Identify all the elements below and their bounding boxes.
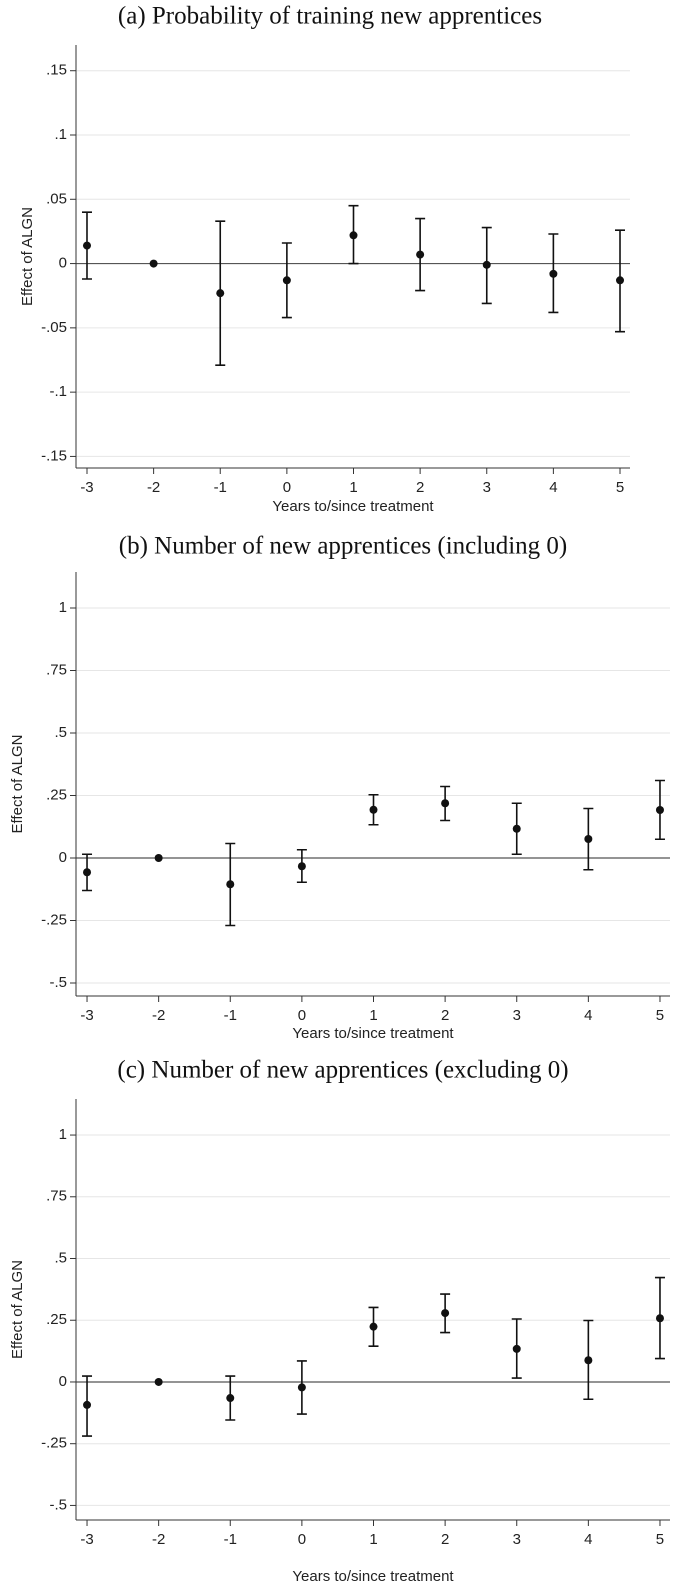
y-tick-label: .75 xyxy=(46,1188,67,1205)
point xyxy=(83,868,92,877)
x-tick-label: 5 xyxy=(616,479,624,496)
point xyxy=(297,1383,306,1392)
x-tick-label: 0 xyxy=(298,1007,306,1024)
point xyxy=(655,806,664,814)
point xyxy=(349,231,358,240)
x-tick-label: -1 xyxy=(224,1007,237,1024)
x-axis-label: Years to/since treatment xyxy=(292,1025,454,1042)
chart-title: (b) Number of new apprentices (including… xyxy=(119,533,567,560)
point xyxy=(149,259,158,268)
y-tick-label: 1 xyxy=(59,599,67,616)
y-tick-label: .15 xyxy=(46,62,67,79)
point xyxy=(226,1394,235,1403)
x-tick-label: 4 xyxy=(549,479,557,496)
x-tick-label: -2 xyxy=(152,1007,165,1024)
y-tick-label: .05 xyxy=(46,190,67,207)
x-tick-label: -3 xyxy=(80,479,93,496)
chart-title: (c) Number of new apprentices (excluding… xyxy=(117,1057,568,1084)
y-tick-label: -.15 xyxy=(41,447,67,464)
x-tick-label: 2 xyxy=(441,1007,449,1024)
point xyxy=(226,880,235,889)
point xyxy=(441,799,450,808)
x-tick-label: 0 xyxy=(298,1531,306,1548)
y-tick-label: .5 xyxy=(54,724,67,741)
point xyxy=(655,1314,664,1323)
y-tick-label: -.1 xyxy=(49,383,67,400)
point xyxy=(83,1400,92,1409)
y-tick-label: .25 xyxy=(46,786,67,803)
point xyxy=(441,1309,450,1318)
point xyxy=(282,276,291,285)
x-tick-label: -2 xyxy=(152,1531,165,1548)
point xyxy=(369,805,378,814)
point xyxy=(154,1377,163,1386)
x-tick-label: 2 xyxy=(416,479,424,496)
chart-panel: (c) Number of new apprentices (excluding… xyxy=(9,1057,670,1585)
x-tick-label: 1 xyxy=(349,479,357,496)
y-tick-label: -.25 xyxy=(41,911,67,928)
chart-title: (a) Probability of training new apprenti… xyxy=(118,3,542,30)
y-tick-label: .75 xyxy=(46,661,67,678)
point xyxy=(512,824,521,833)
x-tick-label: 1 xyxy=(369,1007,377,1024)
y-tick-label: 1 xyxy=(59,1126,67,1143)
x-tick-label: -3 xyxy=(80,1007,93,1024)
y-tick-label: .5 xyxy=(54,1249,67,1266)
y-tick-label: 0 xyxy=(59,1373,67,1390)
point xyxy=(297,862,306,871)
x-tick-label: 3 xyxy=(513,1531,521,1548)
y-tick-label: -.25 xyxy=(41,1435,67,1452)
x-axis-label: Years to/since treatment xyxy=(292,1568,454,1585)
y-axis-label: Effect of ALGN xyxy=(9,735,26,834)
x-tick-label: 3 xyxy=(513,1007,521,1024)
point xyxy=(154,854,163,862)
x-tick-label: 5 xyxy=(656,1531,664,1548)
point xyxy=(584,835,593,843)
y-axis-label: Effect of ALGN xyxy=(19,207,36,306)
x-tick-label: 0 xyxy=(283,479,291,496)
x-tick-label: -2 xyxy=(147,479,160,496)
y-tick-label: .25 xyxy=(46,1311,67,1328)
x-tick-label: 4 xyxy=(584,1531,592,1548)
point xyxy=(616,276,625,285)
y-tick-label: -.5 xyxy=(49,974,67,991)
y-tick-label: .1 xyxy=(54,126,67,143)
x-tick-label: 3 xyxy=(483,479,491,496)
point xyxy=(549,269,558,278)
x-tick-label: 1 xyxy=(369,1531,377,1548)
x-tick-label: 4 xyxy=(584,1007,592,1024)
y-tick-label: -.5 xyxy=(49,1496,67,1513)
y-axis-label: Effect of ALGN xyxy=(9,1260,26,1359)
point xyxy=(369,1322,378,1331)
point xyxy=(82,241,91,250)
chart-panel: (a) Probability of training new apprenti… xyxy=(19,3,630,515)
point xyxy=(216,289,225,298)
x-tick-label: -1 xyxy=(214,479,227,496)
point xyxy=(416,250,425,259)
x-axis-label: Years to/since treatment xyxy=(272,498,434,515)
point xyxy=(482,260,491,269)
y-tick-label: 0 xyxy=(59,849,67,866)
x-tick-label: 5 xyxy=(656,1007,664,1024)
y-tick-label: 0 xyxy=(59,255,67,272)
chart-panel: (b) Number of new apprentices (including… xyxy=(9,533,670,1042)
x-tick-label: 2 xyxy=(441,1531,449,1548)
x-tick-label: -1 xyxy=(224,1531,237,1548)
x-tick-label: -3 xyxy=(80,1531,93,1548)
y-tick-label: -.05 xyxy=(41,319,67,336)
point xyxy=(512,1344,521,1353)
point xyxy=(584,1356,593,1365)
